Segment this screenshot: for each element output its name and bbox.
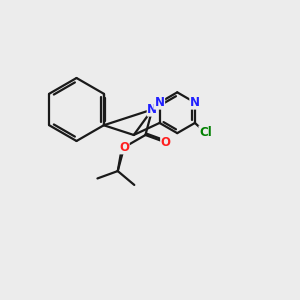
Text: N: N [147,103,157,116]
Text: Cl: Cl [199,126,212,139]
Text: O: O [119,141,129,154]
Text: O: O [161,136,171,149]
Text: N: N [190,96,200,109]
Text: N: N [154,96,165,109]
